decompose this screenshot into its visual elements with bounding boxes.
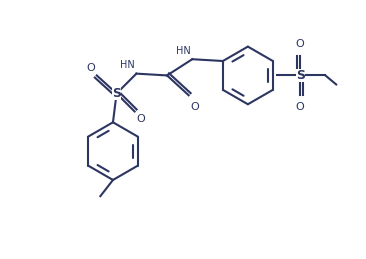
Text: O: O <box>137 114 145 124</box>
Text: S: S <box>112 87 121 100</box>
Text: S: S <box>296 69 305 82</box>
Text: O: O <box>86 63 95 73</box>
Text: HN: HN <box>120 60 135 70</box>
Text: O: O <box>296 102 305 112</box>
Text: HN: HN <box>176 46 190 56</box>
Text: O: O <box>190 103 199 112</box>
Text: O: O <box>296 39 305 49</box>
